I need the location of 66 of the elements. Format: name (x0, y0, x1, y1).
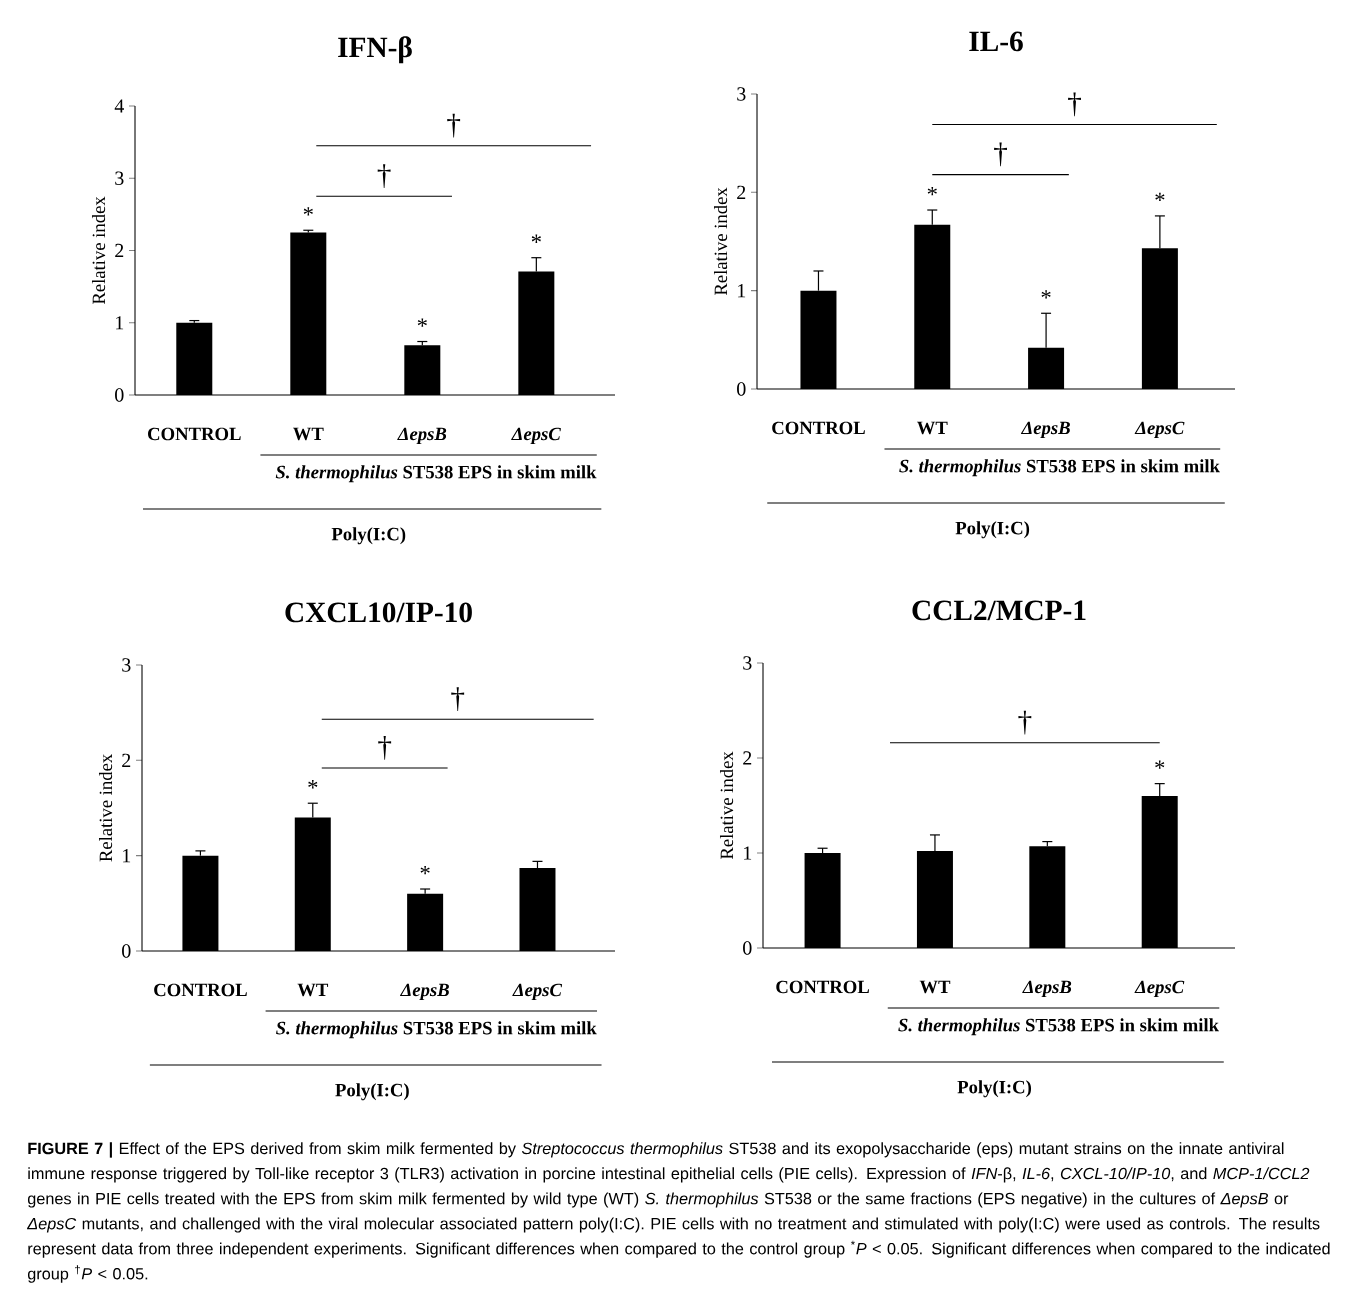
x-tick-label: WT (916, 421, 948, 435)
annotation: † (451, 687, 465, 712)
y-tick-label: 2 (122, 753, 131, 767)
y-tick-label: 4 (114, 99, 124, 113)
chart-title: CCL2/MCP-1 (912, 600, 1086, 621)
y-tick-label: 3 (122, 658, 131, 672)
chart-title: IFN-β (338, 36, 412, 64)
text: Poly(I:C) (957, 1080, 1032, 1098)
text: FIGURE 7 | Effect of the EPS derived from skim milk fermented by Streptococcus thermophilus ST538 and its exopolysaccharide (eps) mutant strains on the innate antiviral immune response triggered by Toll-like receptor 3 (TLR3) activation in porcine intestinal epithelial cells (PIE cells). Expression of IFN-β, IL-6, CXCL-10/IP-10, and MCP-1/CCL2 genes in PIE cells treated with the EPS from skim milk fermented by wild type (WT) S. thermophilus ST538 or the same fractions (EPS negative) in the cultures of ΔepsB or ΔepsC mutants, and challenged with the viral molecular associated pattern poly(I:C). PIE cells with no treatment and stimulated with poly(I:C) were used as controls. The results represent data from three independent experiments. Significant differences when compared to the control group $^{*}$P < 0.05. Significant differences when compared to the indicated group $^{†}$P < 0.05. (26, 1142, 1330, 1283)
x-tick-label: ΔepsC (512, 983, 563, 1001)
text: Poly(I:C) (331, 527, 406, 545)
annotation: * (1155, 760, 1165, 769)
x-tick-label: ΔepsC (511, 427, 561, 445)
annotation: * (927, 186, 937, 196)
y-tick-label: 2 (115, 243, 124, 258)
x-tick-label: ΔepsC (1134, 421, 1185, 439)
y-tick-label: 0 (737, 382, 746, 396)
annotation: * (1155, 192, 1165, 202)
x-tick-label: ΔepsB (1020, 421, 1070, 438)
annotation: † (994, 142, 1007, 167)
x-tick-label: CONTROL (154, 983, 247, 997)
annotation: * (308, 780, 318, 789)
annotation: * (417, 318, 427, 327)
annotation: † (1018, 710, 1032, 735)
annotation: † (447, 113, 461, 138)
y-tick-label: 3 (115, 171, 124, 185)
text: S. thermophilus ST538 EPS in skim milk (276, 1021, 597, 1039)
y-tick-label: 3 (743, 656, 752, 670)
annotation: * (420, 865, 430, 875)
x-tick-label: CONTROL (148, 427, 241, 441)
y-tick-label: 1 (744, 846, 752, 860)
x-tick-label: WT (919, 980, 951, 994)
y-tick-label: 0 (743, 941, 752, 955)
x-tick-label: WT (297, 983, 329, 997)
y-axis-title: Relative index (98, 754, 113, 862)
text: Poly(I:C) (335, 1083, 409, 1101)
y-tick-label: 2 (737, 185, 746, 199)
text: S. thermophilus ST538 EPS in skim milk (899, 459, 1220, 477)
y-tick-label: 1 (123, 849, 131, 863)
annotation: † (1068, 92, 1081, 117)
y-tick-label: 3 (737, 87, 746, 101)
chart-title: CXCL10/IP-10 (285, 602, 472, 623)
y-tick-label: 1 (116, 316, 124, 330)
y-axis-title: Relative index (719, 751, 734, 860)
y-axis-title: Relative index (713, 187, 728, 296)
annotation: * (1041, 290, 1051, 299)
x-tick-label: ΔepsB (399, 983, 449, 1000)
x-tick-label: WT (293, 427, 324, 441)
y-tick-label: 2 (743, 751, 752, 765)
y-tick-label: 0 (115, 388, 124, 402)
annotation: * (531, 234, 541, 243)
x-tick-label: ΔepsC (1134, 980, 1185, 998)
text: S. thermophilus ST538 EPS in skim milk (275, 465, 597, 483)
x-tick-label: ΔepsB (1022, 980, 1072, 997)
x-tick-label: ΔepsB (397, 427, 447, 444)
annotation: * (303, 207, 313, 216)
x-tick-label: CONTROL (772, 421, 865, 435)
chart-title: IL-6 (969, 31, 1023, 52)
text: S. thermophilus ST538 EPS in skim milk (898, 1018, 1219, 1036)
y-tick-label: 0 (122, 944, 131, 958)
x-tick-label: CONTROL (776, 980, 869, 994)
annotation: † (378, 735, 392, 760)
y-axis-title: Relative index (91, 196, 106, 305)
y-tick-label: 1 (738, 284, 746, 298)
text: Poly(I:C) (955, 521, 1030, 539)
annotation: † (377, 164, 391, 189)
